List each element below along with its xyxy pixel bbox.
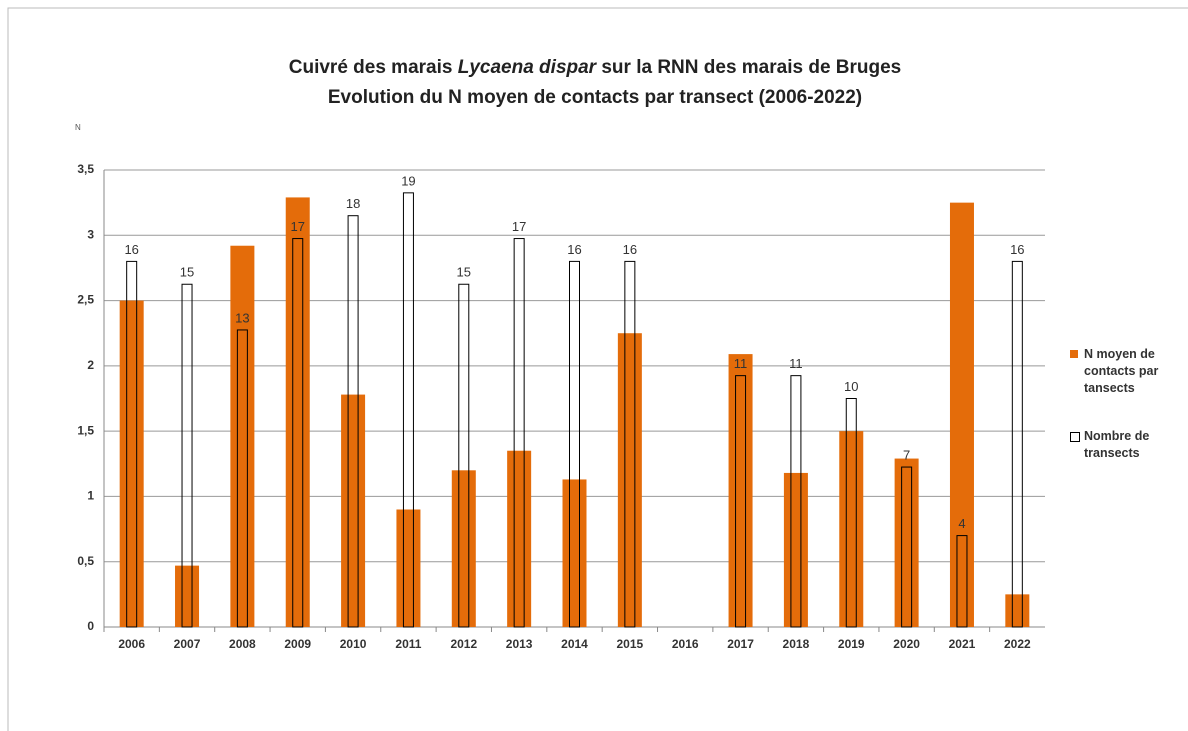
bar [783,472,808,627]
bar [1011,260,1023,628]
bar [624,260,636,628]
x-tick-label: 2015 [617,637,644,651]
bar [347,215,359,628]
data-label: 15 [457,265,471,280]
data-label: 7 [903,447,910,462]
x-tick-label: 2011 [395,637,421,651]
data-label: 11 [789,356,803,371]
bar [402,192,414,628]
legend-swatch [1070,432,1080,442]
x-tick-label: 2022 [1004,637,1031,651]
x-tick-label: 2020 [893,637,920,651]
y-tick-label: 3 [87,227,94,241]
data-label: 16 [124,242,138,257]
bar [341,394,366,627]
bar [236,329,248,628]
bar [119,300,144,627]
bar [458,283,470,628]
data-label: 16 [567,242,581,257]
x-tick-label: 2010 [340,637,367,651]
x-tick-label: 2017 [727,637,754,651]
x-tick-label: 2018 [783,637,810,651]
bar [126,260,138,628]
legend-swatch [1070,350,1078,358]
y-tick-label: 1 [87,489,94,503]
bar [513,238,525,628]
x-tick-label: 2014 [561,637,588,651]
y-tick-label: 2,5 [77,293,94,307]
data-label: 11 [734,356,748,371]
bar [285,197,310,628]
data-label: 19 [401,173,415,188]
legend-entry: N moyen de contacts par tansects [1070,346,1179,397]
y-tick-label: 0,5 [77,554,94,568]
bar [728,354,753,627]
bar [507,450,532,627]
data-label: 17 [512,219,526,234]
y-tick-label: 3,5 [77,162,94,176]
data-label: 10 [844,379,858,394]
data-label: 4 [958,516,965,531]
bar [956,535,968,628]
data-label: 16 [1010,242,1024,257]
x-tick-label: 2021 [949,637,976,651]
x-tick-label: 2012 [450,637,477,651]
y-tick-label: 0 [87,619,94,633]
bar [735,375,747,628]
bar [894,458,919,627]
bar [901,466,913,628]
bar [562,479,587,627]
bar [230,245,255,627]
data-label: 13 [235,310,249,325]
x-tick-label: 2007 [174,637,201,651]
data-label: 18 [346,196,360,211]
data-label: 17 [291,219,305,234]
x-tick-label: 2016 [672,637,699,651]
x-tick-label: 2008 [229,637,256,651]
bar [292,238,304,628]
bar [949,202,974,627]
frame [7,7,1188,731]
legend-entry: Nombre de transects [1070,428,1179,462]
bar [181,283,193,628]
data-label: 16 [623,242,637,257]
x-tick-label: 2009 [284,637,311,651]
y-tick-label: 2 [87,358,94,372]
bar [617,333,642,627]
bar [845,398,857,628]
bar [790,375,802,628]
y-axis-label: N [75,123,81,132]
y-tick-label: 1,5 [77,423,94,437]
bar [839,431,864,627]
x-tick-label: 2006 [118,637,145,651]
chart-title: Cuivré des marais Lycaena dispar sur la … [289,57,902,78]
bar [1005,594,1030,627]
bar [451,470,476,627]
x-tick-label: 2019 [838,637,865,651]
x-tick-label: 2013 [506,637,533,651]
bar [396,509,421,627]
data-label: 15 [180,265,194,280]
bar [175,565,200,627]
bar [569,260,580,628]
chart-subtitle: Evolution du N moyen de contacts par tra… [328,87,862,108]
